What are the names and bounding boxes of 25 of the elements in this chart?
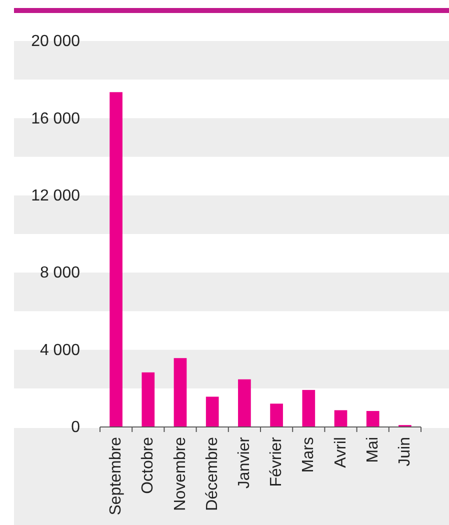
bar xyxy=(174,358,187,427)
x-tick-label: Décembre xyxy=(204,436,221,511)
y-tick-label: 16 000 xyxy=(31,110,80,128)
x-tick-label: Octobre xyxy=(140,436,157,494)
bar xyxy=(206,396,219,427)
x-tick-label: Avril xyxy=(332,437,350,468)
y-tick-label: 20 000 xyxy=(31,33,80,50)
x-tick-label: Mars xyxy=(300,437,318,473)
bar xyxy=(366,410,380,427)
x-tick-label: Septembre xyxy=(108,436,125,516)
bar xyxy=(142,372,155,427)
x-tick-label: Novembre xyxy=(172,436,189,511)
y-tick-label: 12 000 xyxy=(31,188,80,205)
x-tick-label: Janvier xyxy=(236,436,253,489)
bar xyxy=(238,379,251,427)
x-tick-label: Mai xyxy=(364,437,382,463)
bar xyxy=(270,404,283,427)
bar xyxy=(334,410,348,427)
y-tick-label: 4 000 xyxy=(40,342,80,359)
y-tick-label: 0 xyxy=(71,419,80,436)
y-tick-label: 8 000 xyxy=(40,264,80,282)
x-tick-label: Juin xyxy=(396,437,414,466)
x-tick-label: Février xyxy=(268,436,286,487)
bar xyxy=(110,92,122,427)
bar xyxy=(302,390,316,427)
